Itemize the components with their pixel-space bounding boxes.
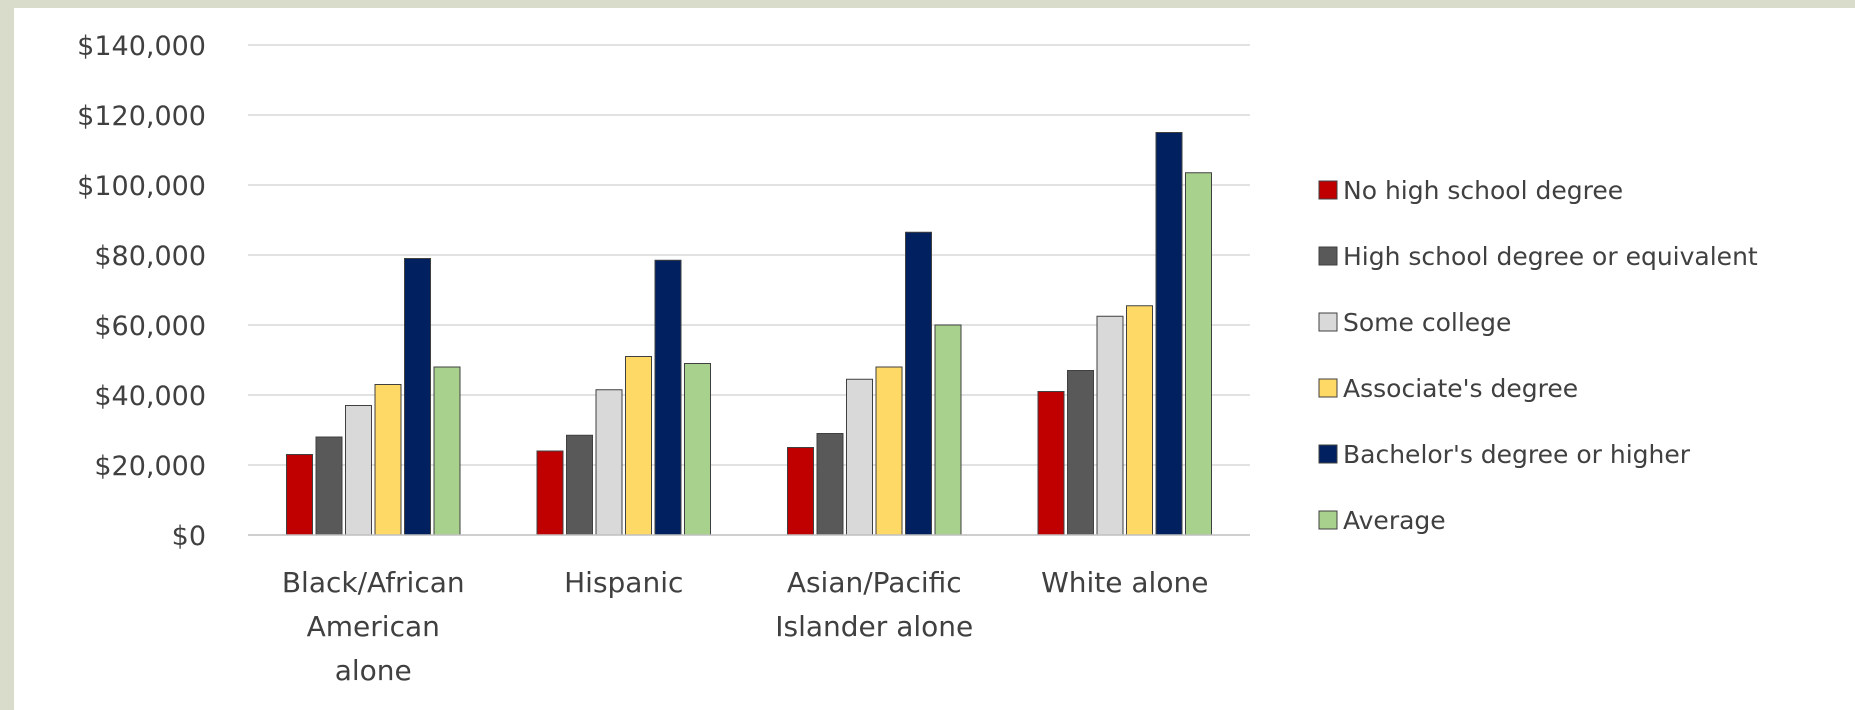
- legend-label: High school degree or equivalent: [1343, 242, 1758, 271]
- x-category-label-line: White alone: [1041, 566, 1208, 599]
- bar: [536, 450, 564, 536]
- bar: [1155, 132, 1183, 536]
- x-axis-category-labels: Black/African American alone Hispanic Asian/…: [282, 566, 1209, 687]
- x-category-label-line: Asian/Pacific: [787, 566, 962, 599]
- y-tick-label: $60,000: [94, 311, 206, 342]
- bar: [345, 405, 372, 536]
- y-tick-label: $40,000: [94, 381, 206, 412]
- bar: [566, 434, 593, 536]
- bar: [905, 231, 932, 536]
- x-category-label-line: Black/African: [282, 566, 465, 599]
- x-category-label-line: alone: [335, 654, 412, 687]
- bar: [846, 378, 873, 536]
- x-category-label: Black/African American alone: [282, 566, 465, 687]
- bar: [286, 454, 313, 536]
- legend-item: Some college: [1318, 308, 1511, 337]
- x-category-label-line: Hispanic: [564, 566, 683, 599]
- legend-swatch: [1318, 510, 1338, 530]
- bar: [625, 356, 652, 536]
- legend-label: Associate's degree: [1343, 374, 1578, 403]
- legend-label: Some college: [1343, 308, 1511, 337]
- legend: No high school degree High school degree …: [1318, 176, 1758, 535]
- bar: [595, 389, 623, 536]
- legend-swatch: [1318, 180, 1338, 200]
- bar: [1067, 370, 1094, 536]
- bar: [787, 447, 814, 536]
- y-tick-label: $80,000: [94, 241, 206, 272]
- x-category-label-line: American: [307, 610, 440, 643]
- legend-item: No high school degree: [1318, 176, 1623, 205]
- y-tick-label: $120,000: [77, 101, 206, 132]
- bar: [433, 366, 461, 536]
- bar: [404, 258, 431, 536]
- bar: [816, 433, 844, 536]
- bar: [315, 436, 343, 536]
- bar: [934, 324, 962, 536]
- x-category-label-line: Islander alone: [775, 610, 973, 643]
- y-tick-label: $20,000: [94, 451, 206, 482]
- bars: [286, 132, 1212, 536]
- legend-label: Average: [1343, 506, 1446, 535]
- legend-label: No high school degree: [1343, 176, 1623, 205]
- x-category-label: White alone: [1041, 566, 1208, 599]
- x-category-label: Asian/Pacific Islander alone: [775, 566, 973, 643]
- legend-swatch: [1318, 378, 1338, 398]
- legend-item: Bachelor's degree or higher: [1318, 440, 1691, 469]
- bar-chart: $0 $20,000 $40,000 $60,000 $80,000 $100,000 $1…: [77, 31, 1758, 687]
- bar: [374, 384, 402, 536]
- x-category-label: Hispanic: [564, 566, 683, 599]
- y-tick-label: $0: [172, 521, 206, 552]
- legend-item: High school degree or equivalent: [1318, 242, 1758, 271]
- bar: [1096, 315, 1124, 536]
- legend-swatch: [1318, 246, 1338, 266]
- legend-swatch: [1318, 312, 1338, 332]
- bar: [875, 366, 903, 536]
- y-tick-label: $100,000: [77, 171, 206, 202]
- chart-canvas: $0 $20,000 $40,000 $60,000 $80,000 $100,000 $1…: [14, 8, 1855, 710]
- bar: [1185, 172, 1212, 536]
- legend-item: Associate's degree: [1318, 374, 1578, 403]
- y-tick-label: $140,000: [77, 31, 206, 62]
- legend-label: Bachelor's degree or higher: [1343, 440, 1691, 469]
- legend-item: Average: [1318, 506, 1446, 535]
- legend-swatch: [1318, 444, 1338, 464]
- bar: [1126, 305, 1153, 536]
- bar: [684, 363, 711, 536]
- bar: [1037, 391, 1065, 536]
- bar: [654, 259, 682, 536]
- y-axis-tick-labels: $0 $20,000 $40,000 $60,000 $80,000 $100,000 $1…: [77, 31, 206, 552]
